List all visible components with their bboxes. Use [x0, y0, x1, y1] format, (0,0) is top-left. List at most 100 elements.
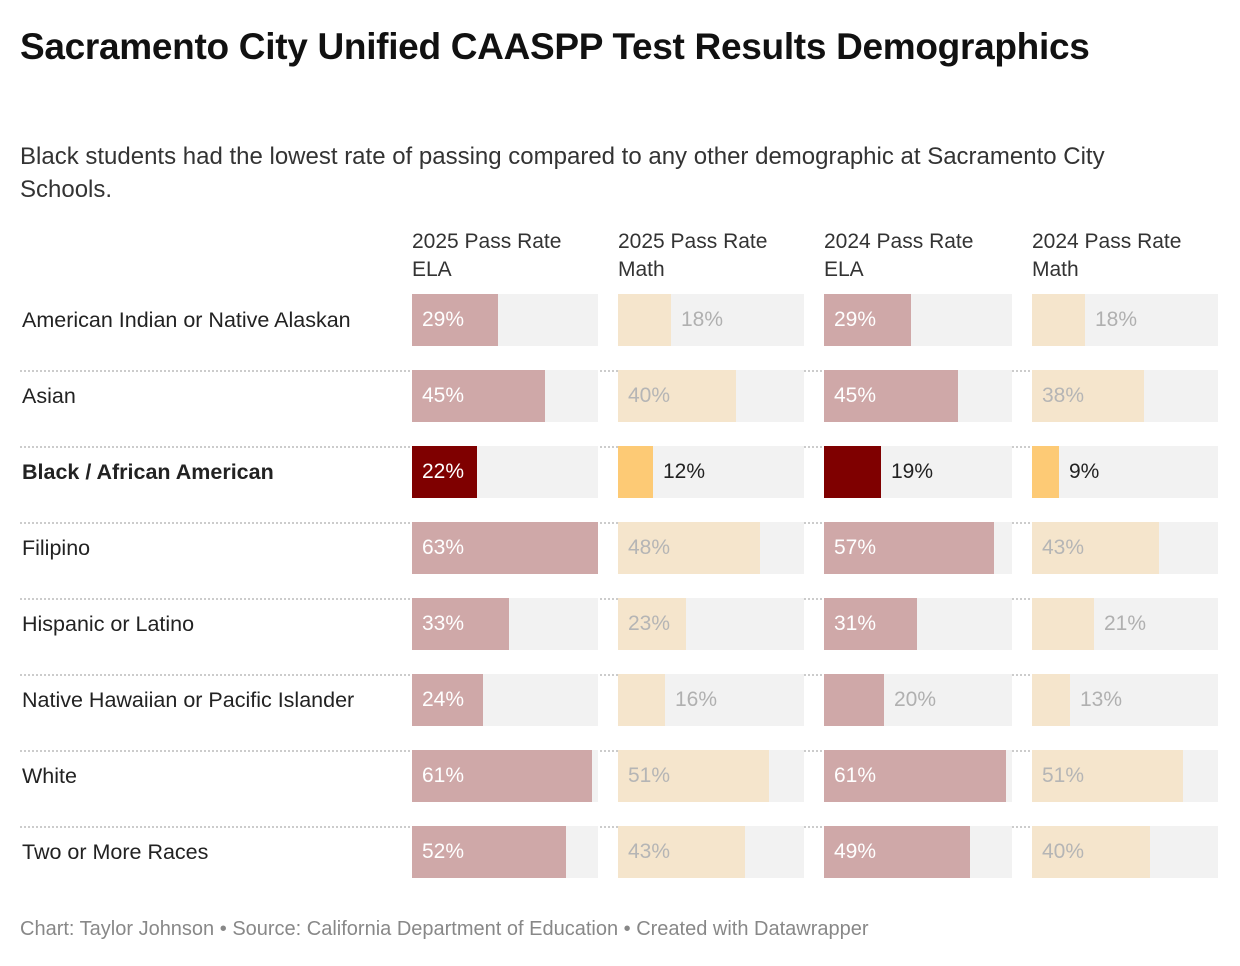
footer: Chart: Taylor Johnson • Source: Californ… — [20, 918, 869, 941]
bar — [412, 598, 509, 650]
bar — [412, 826, 566, 878]
table-row: Asian 45% 40% 45% 38% — [20, 370, 1218, 448]
row-label: White — [22, 764, 77, 788]
bar-cell: 51% — [1032, 750, 1218, 802]
value-label: 29% — [834, 308, 877, 331]
bar — [824, 522, 994, 574]
bar-cell: 33% — [412, 598, 598, 650]
bar-cell: 45% — [412, 370, 598, 422]
bar — [824, 446, 881, 498]
value-label: 24% — [422, 688, 465, 711]
bar — [412, 674, 483, 726]
table-row: Filipino 63% 48% 57% 43% — [20, 522, 1218, 600]
bar-cell: 18% — [618, 294, 804, 346]
bar — [824, 674, 884, 726]
bar — [412, 522, 598, 574]
bar-cell: 19% — [824, 446, 1012, 498]
bar-cell: 52% — [412, 826, 598, 878]
chart-title: Sacramento City Unified CAASPP Test Resu… — [20, 26, 1090, 67]
footer-separator: • — [214, 918, 233, 940]
row-label: Black / African American — [22, 460, 274, 484]
row-label: Two or More Races — [22, 840, 209, 864]
bar-cell: 21% — [1032, 598, 1218, 650]
value-label: 18% — [681, 308, 724, 331]
value-label: 38% — [1042, 384, 1085, 407]
column-header[interactable]: 2024 Pass Rate Math — [1032, 230, 1182, 281]
table-row: Native Hawaiian or Pacific Islander 24% 16… — [20, 674, 1218, 752]
value-label: 63% — [422, 536, 465, 559]
value-label: 51% — [628, 764, 671, 787]
bar — [618, 750, 769, 802]
value-label: 51% — [1042, 764, 1085, 787]
value-label: 13% — [1080, 688, 1123, 711]
bar-cell: 40% — [618, 370, 804, 422]
source-link[interactable]: Source: California Department of Educati… — [232, 918, 619, 940]
table-row: Two or More Races 52% 43% 49% 40% — [20, 826, 1218, 902]
bar-cell: 12% — [618, 446, 804, 498]
value-label: 22% — [422, 460, 465, 483]
bar-cell: 43% — [618, 826, 804, 878]
bar — [1032, 446, 1059, 498]
bar-cell: 45% — [824, 370, 1012, 422]
row-label: Filipino — [22, 536, 91, 560]
footer-separator: • — [618, 918, 637, 940]
value-label: 43% — [1042, 536, 1085, 559]
value-label: 49% — [834, 840, 877, 863]
value-label: 20% — [894, 688, 937, 711]
column-header[interactable]: 2025 Pass Rate Math — [618, 230, 768, 281]
bar-cell: 29% — [412, 294, 598, 346]
row-label: American Indian or Native Alaskan — [22, 308, 351, 332]
datawrapper-link[interactable]: Created with Datawrapper — [636, 918, 869, 940]
value-label: 45% — [834, 384, 877, 407]
value-label: 52% — [422, 840, 465, 863]
bar-cell: 38% — [1032, 370, 1218, 422]
chart-credit: Chart: Taylor Johnson — [20, 918, 215, 940]
table-row: American Indian or Native Alaskan 29% 18% 2… — [20, 294, 1218, 372]
bar — [618, 522, 760, 574]
bar — [412, 294, 498, 346]
bar — [1032, 294, 1085, 346]
value-label: 48% — [628, 536, 671, 559]
bar — [1032, 826, 1150, 878]
bar-cell: 40% — [1032, 826, 1218, 878]
bar-cell: 31% — [824, 598, 1012, 650]
bar — [618, 294, 671, 346]
bar-cell: 16% — [618, 674, 804, 726]
bar-cell: 43% — [1032, 522, 1218, 574]
bar-cell: 49% — [824, 826, 1012, 878]
bar — [412, 446, 477, 498]
column-header[interactable]: 2024 Pass Rate ELA — [824, 230, 974, 281]
row-label: Asian — [22, 384, 76, 408]
bar-cell: 24% — [412, 674, 598, 726]
table-row: Black / African American 22% 12% 19% 9% — [20, 446, 1218, 524]
bar — [1032, 522, 1159, 574]
bar-cell: 22% — [412, 446, 598, 498]
value-label: 29% — [422, 308, 465, 331]
chart-subtitle: Black students had the lowest rate of pa… — [20, 143, 1105, 203]
bar — [618, 826, 745, 878]
table-row: Hispanic or Latino 33% 23% 31% 21% — [20, 598, 1218, 676]
bar — [1032, 598, 1094, 650]
column-header[interactable]: 2025 Pass Rate ELA — [412, 230, 562, 281]
value-label: 45% — [422, 384, 465, 407]
bar-cell: 61% — [824, 750, 1012, 802]
value-label: 33% — [422, 612, 465, 635]
bar — [824, 370, 958, 422]
bar — [618, 446, 653, 498]
value-label: 57% — [834, 536, 877, 559]
value-label: 31% — [834, 612, 877, 635]
value-label: 23% — [628, 612, 671, 635]
bar-cell: 20% — [824, 674, 1012, 726]
bar-cell: 57% — [824, 522, 1012, 574]
bar — [824, 598, 917, 650]
value-label: 61% — [422, 764, 465, 787]
row-label: Native Hawaiian or Pacific Islander — [22, 688, 355, 712]
bar-cell: 18% — [1032, 294, 1218, 346]
bar — [1032, 750, 1183, 802]
value-label: 40% — [628, 384, 671, 407]
bar-cell: 29% — [824, 294, 1012, 346]
table-row: White 61% 51% 61% 51% — [20, 750, 1218, 828]
value-label: 21% — [1104, 612, 1147, 635]
value-label: 18% — [1095, 308, 1138, 331]
bar-cell: 61% — [412, 750, 598, 802]
